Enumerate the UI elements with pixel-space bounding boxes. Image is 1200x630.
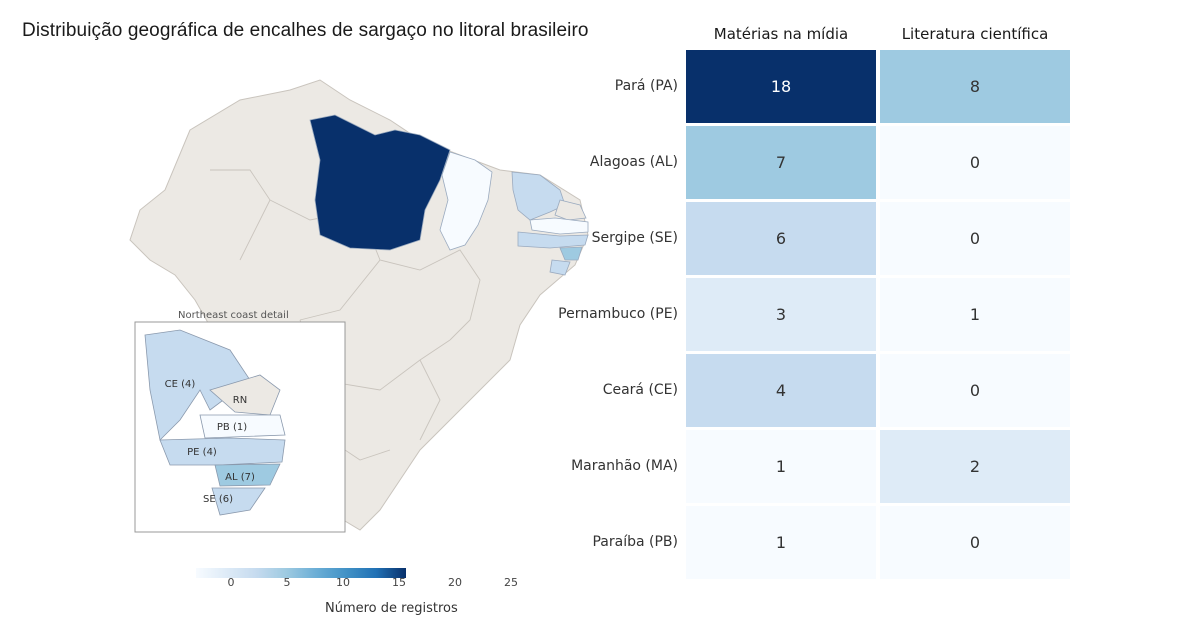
heatmap-cell bbox=[686, 354, 876, 427]
heatmap-value: 18 bbox=[770, 76, 792, 96]
inset-state-pe bbox=[159, 437, 286, 466]
chart-title: Distribuição geográfica de encalhes de s… bbox=[22, 20, 589, 41]
colorbar bbox=[196, 568, 406, 578]
row-label: Alagoas (AL) bbox=[589, 153, 678, 170]
heatmap-value: 0 bbox=[969, 228, 981, 248]
column-header: Matérias na mídia bbox=[713, 25, 849, 43]
heatmap-value: 8 bbox=[969, 76, 981, 96]
states-layer: CE (4) RN PB (1) PE (4) AL (7) SE (6) bbox=[129, 79, 589, 533]
colorbar-tick: 10 bbox=[336, 576, 350, 589]
inset-state-al bbox=[214, 463, 281, 487]
heatmap-cell bbox=[686, 430, 876, 503]
row-label: Pernambuco (PE) bbox=[558, 305, 678, 322]
inset-state-rn bbox=[209, 374, 281, 416]
heatmap-value: 6 bbox=[775, 228, 787, 248]
row-label: Sergipe (SE) bbox=[591, 229, 678, 246]
heatmap-value: 0 bbox=[969, 380, 981, 400]
row-label: Pará (PA) bbox=[614, 77, 678, 94]
state-pe bbox=[517, 231, 589, 249]
colorbar-tick: 25 bbox=[504, 576, 518, 589]
state-border-4 bbox=[210, 169, 271, 261]
inset-label-rn: RN bbox=[233, 395, 247, 406]
heatmap-value: 1 bbox=[775, 456, 787, 476]
inset-title: Northeast coast detail bbox=[178, 310, 289, 321]
heatmap-cell bbox=[880, 430, 1070, 503]
row-label: Maranhão (MA) bbox=[571, 457, 678, 474]
heatmap-cell bbox=[880, 506, 1070, 579]
heatmap-value: 4 bbox=[775, 380, 787, 400]
colorbar-tick: 15 bbox=[392, 576, 406, 589]
state-border-2 bbox=[379, 249, 481, 341]
state-ma bbox=[439, 151, 493, 251]
state-pa bbox=[309, 114, 451, 251]
heatmap-cell bbox=[686, 278, 876, 351]
inset-label-se: SE (6) bbox=[203, 494, 233, 505]
row-label: Paraíba (PB) bbox=[592, 533, 678, 550]
column-header: Literatura científica bbox=[901, 25, 1049, 43]
colorbar-label: Número de registros bbox=[325, 601, 458, 616]
heatmap-value: 0 bbox=[969, 152, 981, 172]
state-rn bbox=[554, 199, 587, 221]
heatmap-cell bbox=[686, 506, 876, 579]
state-border-5 bbox=[419, 359, 441, 441]
heatmap-cell bbox=[880, 50, 1070, 123]
inset-label-pe: PE (4) bbox=[187, 447, 217, 458]
heatmap-cell bbox=[686, 126, 876, 199]
colorbar-tick: 0 bbox=[227, 576, 235, 589]
inset-label-al: AL (7) bbox=[225, 472, 255, 483]
heatmap-cell bbox=[686, 50, 876, 123]
inset-label-pb: PB (1) bbox=[217, 422, 247, 433]
colorbar-tick: 20 bbox=[448, 576, 462, 589]
heatmap-cell bbox=[880, 202, 1070, 275]
colorbar-tick: 5 bbox=[283, 576, 291, 589]
inset-state-se bbox=[211, 487, 266, 516]
inset-state-pb bbox=[199, 414, 286, 439]
heatmap-value: 7 bbox=[775, 152, 787, 172]
state-pb bbox=[529, 217, 589, 235]
heatmap-cell bbox=[880, 126, 1070, 199]
inset-state-ce bbox=[144, 329, 251, 441]
brazil-map: CE (4) RN PB (1) PE (4) AL (7) SE (6) bbox=[129, 79, 589, 533]
state-se bbox=[549, 259, 571, 276]
heatmap-value: 1 bbox=[969, 304, 981, 324]
heatmap-value: 3 bbox=[775, 304, 787, 324]
heatmap-cell bbox=[880, 278, 1070, 351]
row-label: Ceará (CE) bbox=[602, 381, 678, 398]
heatmap-value: 0 bbox=[969, 532, 981, 552]
heatmap-cell bbox=[880, 354, 1070, 427]
state-ce bbox=[511, 171, 566, 221]
heatmap-cell bbox=[686, 202, 876, 275]
heatmap-value: 1 bbox=[775, 532, 787, 552]
inset-label-ce: CE (4) bbox=[165, 379, 196, 390]
state-al bbox=[559, 246, 583, 261]
heatmap-value: 2 bbox=[969, 456, 981, 476]
